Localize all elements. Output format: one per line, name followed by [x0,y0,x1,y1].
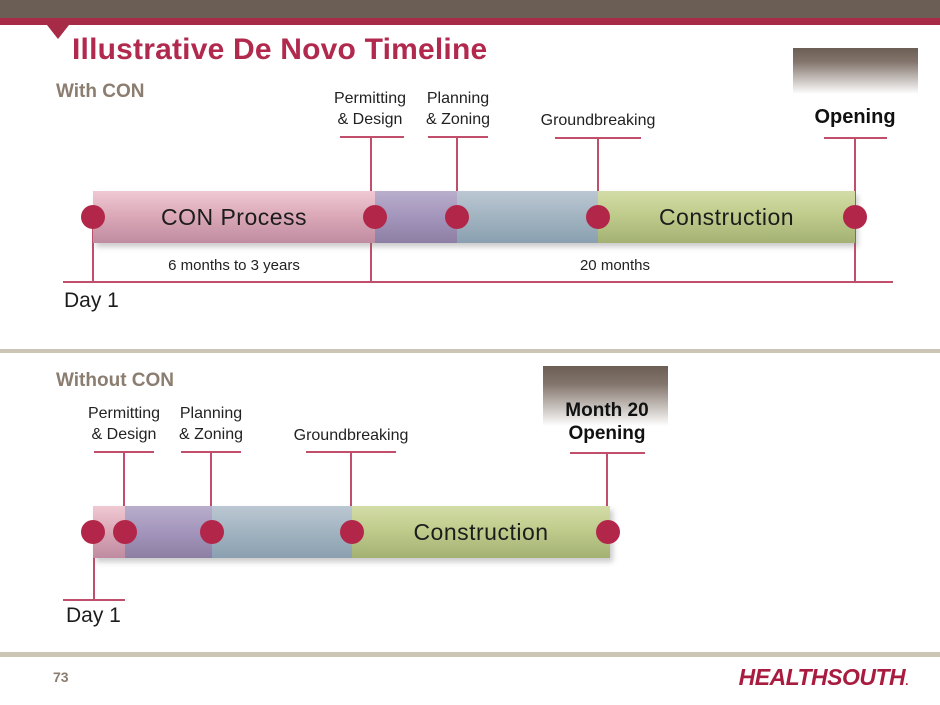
connector-underline [428,136,488,138]
without-con-heading: Without CON [56,370,175,391]
segment-planning-zoning [457,191,598,243]
logo-text: HEALTHSOUTH [738,664,906,690]
segment-permitting-design [375,191,457,243]
segment-construction: Construction [598,191,855,243]
top-crimson-bar [0,18,940,25]
milestone-label-line: & Zoning [178,426,244,443]
duration-construction: 20 months [579,257,651,274]
milestone-dot [113,520,137,544]
month20-gradient-box [543,366,668,426]
footer-divider [0,652,940,657]
milestone-dot [586,205,610,229]
segment-permitting-design [125,506,212,558]
day1-label: Day 1 [64,289,119,312]
connector-vline [92,218,94,283]
with-con-bar: CON Process Construction [93,191,855,243]
healthsouth-logo: HEALTHSOUTH. [738,664,909,691]
milestone-label-planning: Planning & Zoning [179,403,243,445]
day1-tick [63,599,125,601]
logo-registered-mark: . [905,674,908,688]
milestone-dot [340,520,364,544]
day1-label: Day 1 [66,604,121,627]
milestone-dot [81,205,105,229]
segment-label: Construction [413,518,549,545]
section-divider [0,349,940,353]
milestone-label-line: Planning [179,405,243,422]
milestone-label-planning: Planning & Zoning [426,88,490,130]
connector-vline [456,137,458,220]
segment-label: CON Process [160,203,308,230]
opening-gradient-box [793,48,918,94]
connector-vline [606,453,608,522]
milestone-dot [81,520,105,544]
segment-label: Construction [658,203,795,230]
milestone-dot [843,205,867,229]
milestone-label-groundbreaking: Groundbreaking [293,427,409,444]
milestone-label-permitting: Permitting & Design [334,88,406,130]
connector-vline [350,452,352,522]
milestone-label-permitting: Permitting & Design [88,403,160,445]
without-con-bar: Construction [93,506,610,558]
down-triangle-marker [47,25,69,39]
milestone-dot [596,520,620,544]
milestone-dot [445,205,469,229]
segment-construction: Construction [352,506,610,558]
milestone-dot [363,205,387,229]
milestone-label-line: & Zoning [425,111,491,128]
milestone-label-line: Month 20 [565,400,649,421]
milestone-label-line: Planning [426,90,490,107]
milestone-label-line: & Design [91,426,157,443]
top-taupe-bar [0,0,940,18]
page-number: 73 [53,669,69,685]
segment-con-process: CON Process [93,191,375,243]
segment-planning-zoning [212,506,352,558]
connector-vline [123,452,125,522]
milestone-label-opening: Opening [814,106,896,128]
milestone-label-month20-opening: Month 20 Opening [565,399,648,445]
milestone-label-line: Opening [568,423,646,444]
axis-line [63,281,893,283]
connector-vline [597,138,599,220]
milestone-label-line: Permitting [333,90,407,107]
duration-con-process: 6 months to 3 years [168,257,300,274]
connector-vline [210,452,212,522]
connector-vline [93,533,95,600]
milestone-label-groundbreaking: Groundbreaking [540,112,656,129]
slide-title: Illustrative De Novo Timeline [72,33,488,66]
with-con-heading: With CON [56,81,145,102]
milestone-label-line: & Design [337,111,403,128]
connector-underline [340,136,404,138]
milestone-dot [200,520,224,544]
milestone-label-line: Permitting [87,405,161,422]
